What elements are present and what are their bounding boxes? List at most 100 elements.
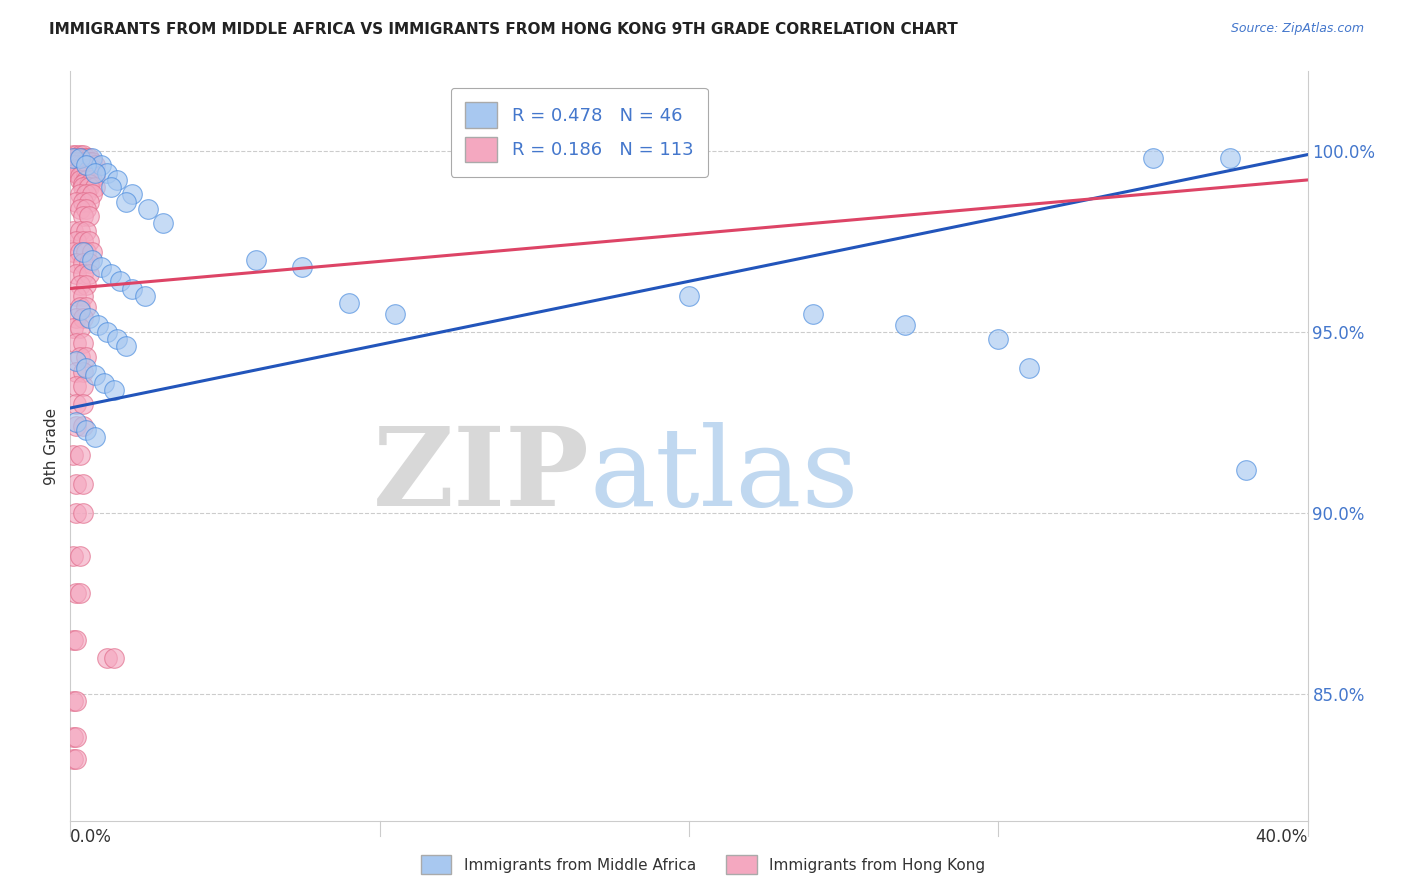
Point xyxy=(65,162,87,177)
Point xyxy=(384,307,406,321)
Point xyxy=(80,154,103,169)
Legend: R = 0.478   N = 46, R = 0.186   N = 113: R = 0.478 N = 46, R = 0.186 N = 113 xyxy=(450,88,709,177)
Point xyxy=(69,448,91,462)
Point xyxy=(62,154,84,169)
Point xyxy=(115,339,138,353)
Point xyxy=(72,256,94,270)
Point xyxy=(103,650,125,665)
Point xyxy=(291,260,314,274)
Point xyxy=(77,209,100,223)
Point xyxy=(62,159,84,173)
Legend: Immigrants from Middle Africa, Immigrants from Hong Kong: Immigrants from Middle Africa, Immigrant… xyxy=(415,849,991,880)
Point xyxy=(69,147,91,161)
Point xyxy=(69,585,91,599)
Point xyxy=(77,310,100,325)
Point xyxy=(72,235,94,249)
Point xyxy=(80,245,103,260)
Text: Source: ZipAtlas.com: Source: ZipAtlas.com xyxy=(1230,22,1364,36)
Point xyxy=(90,159,112,173)
Point xyxy=(62,245,84,260)
Point xyxy=(65,147,87,161)
Point xyxy=(65,506,87,520)
Point xyxy=(72,194,94,209)
Point xyxy=(69,224,91,238)
Point xyxy=(121,187,143,202)
Point xyxy=(69,245,91,260)
Point xyxy=(69,169,91,184)
Point xyxy=(65,289,87,303)
Point xyxy=(72,159,94,173)
Point xyxy=(75,202,97,216)
Point xyxy=(72,289,94,303)
Point xyxy=(62,632,84,647)
Point xyxy=(65,416,87,430)
Point xyxy=(108,274,131,288)
Point xyxy=(77,154,100,169)
Point xyxy=(65,194,87,209)
Point xyxy=(65,154,87,169)
Point xyxy=(75,162,97,177)
Point xyxy=(75,154,97,169)
Point xyxy=(337,296,360,310)
Point xyxy=(84,159,107,173)
Point xyxy=(72,477,94,491)
Point xyxy=(75,169,97,184)
Point xyxy=(72,177,94,191)
Point xyxy=(72,166,94,180)
Point xyxy=(801,307,824,321)
Point xyxy=(65,752,87,766)
Point xyxy=(65,256,87,270)
Point xyxy=(894,318,917,332)
Point xyxy=(62,752,84,766)
Point xyxy=(65,310,87,325)
Point xyxy=(69,162,91,177)
Point xyxy=(100,267,122,281)
Point xyxy=(75,159,97,173)
Point xyxy=(69,187,91,202)
Point xyxy=(72,147,94,161)
Point xyxy=(90,260,112,274)
Point xyxy=(84,180,107,194)
Point xyxy=(152,216,174,230)
Point xyxy=(62,147,84,161)
Point xyxy=(72,154,94,169)
Point xyxy=(87,318,110,332)
Point xyxy=(65,365,87,379)
Point xyxy=(65,166,87,180)
Point xyxy=(96,166,118,180)
Point xyxy=(75,361,97,376)
Point xyxy=(80,151,103,165)
Text: ZIP: ZIP xyxy=(373,423,591,530)
Point xyxy=(62,731,84,745)
Point xyxy=(62,151,84,165)
Point xyxy=(62,321,84,335)
Point xyxy=(65,354,87,368)
Point xyxy=(72,335,94,350)
Point xyxy=(69,173,91,187)
Point xyxy=(84,368,107,383)
Point xyxy=(65,335,87,350)
Point xyxy=(62,694,84,708)
Point xyxy=(65,477,87,491)
Point xyxy=(80,252,103,267)
Point xyxy=(75,245,97,260)
Point xyxy=(65,731,87,745)
Point xyxy=(69,151,91,165)
Point xyxy=(62,549,84,564)
Point xyxy=(84,430,107,444)
Point xyxy=(84,166,107,180)
Point xyxy=(100,180,122,194)
Point xyxy=(72,267,94,281)
Point xyxy=(80,187,103,202)
Point xyxy=(75,224,97,238)
Y-axis label: 9th Grade: 9th Grade xyxy=(44,408,59,484)
Point xyxy=(65,585,87,599)
Point xyxy=(93,376,115,390)
Point xyxy=(96,650,118,665)
Point xyxy=(96,325,118,339)
Point xyxy=(77,166,100,180)
Point xyxy=(77,151,100,165)
Point xyxy=(72,379,94,393)
Point xyxy=(105,173,128,187)
Point xyxy=(75,159,97,173)
